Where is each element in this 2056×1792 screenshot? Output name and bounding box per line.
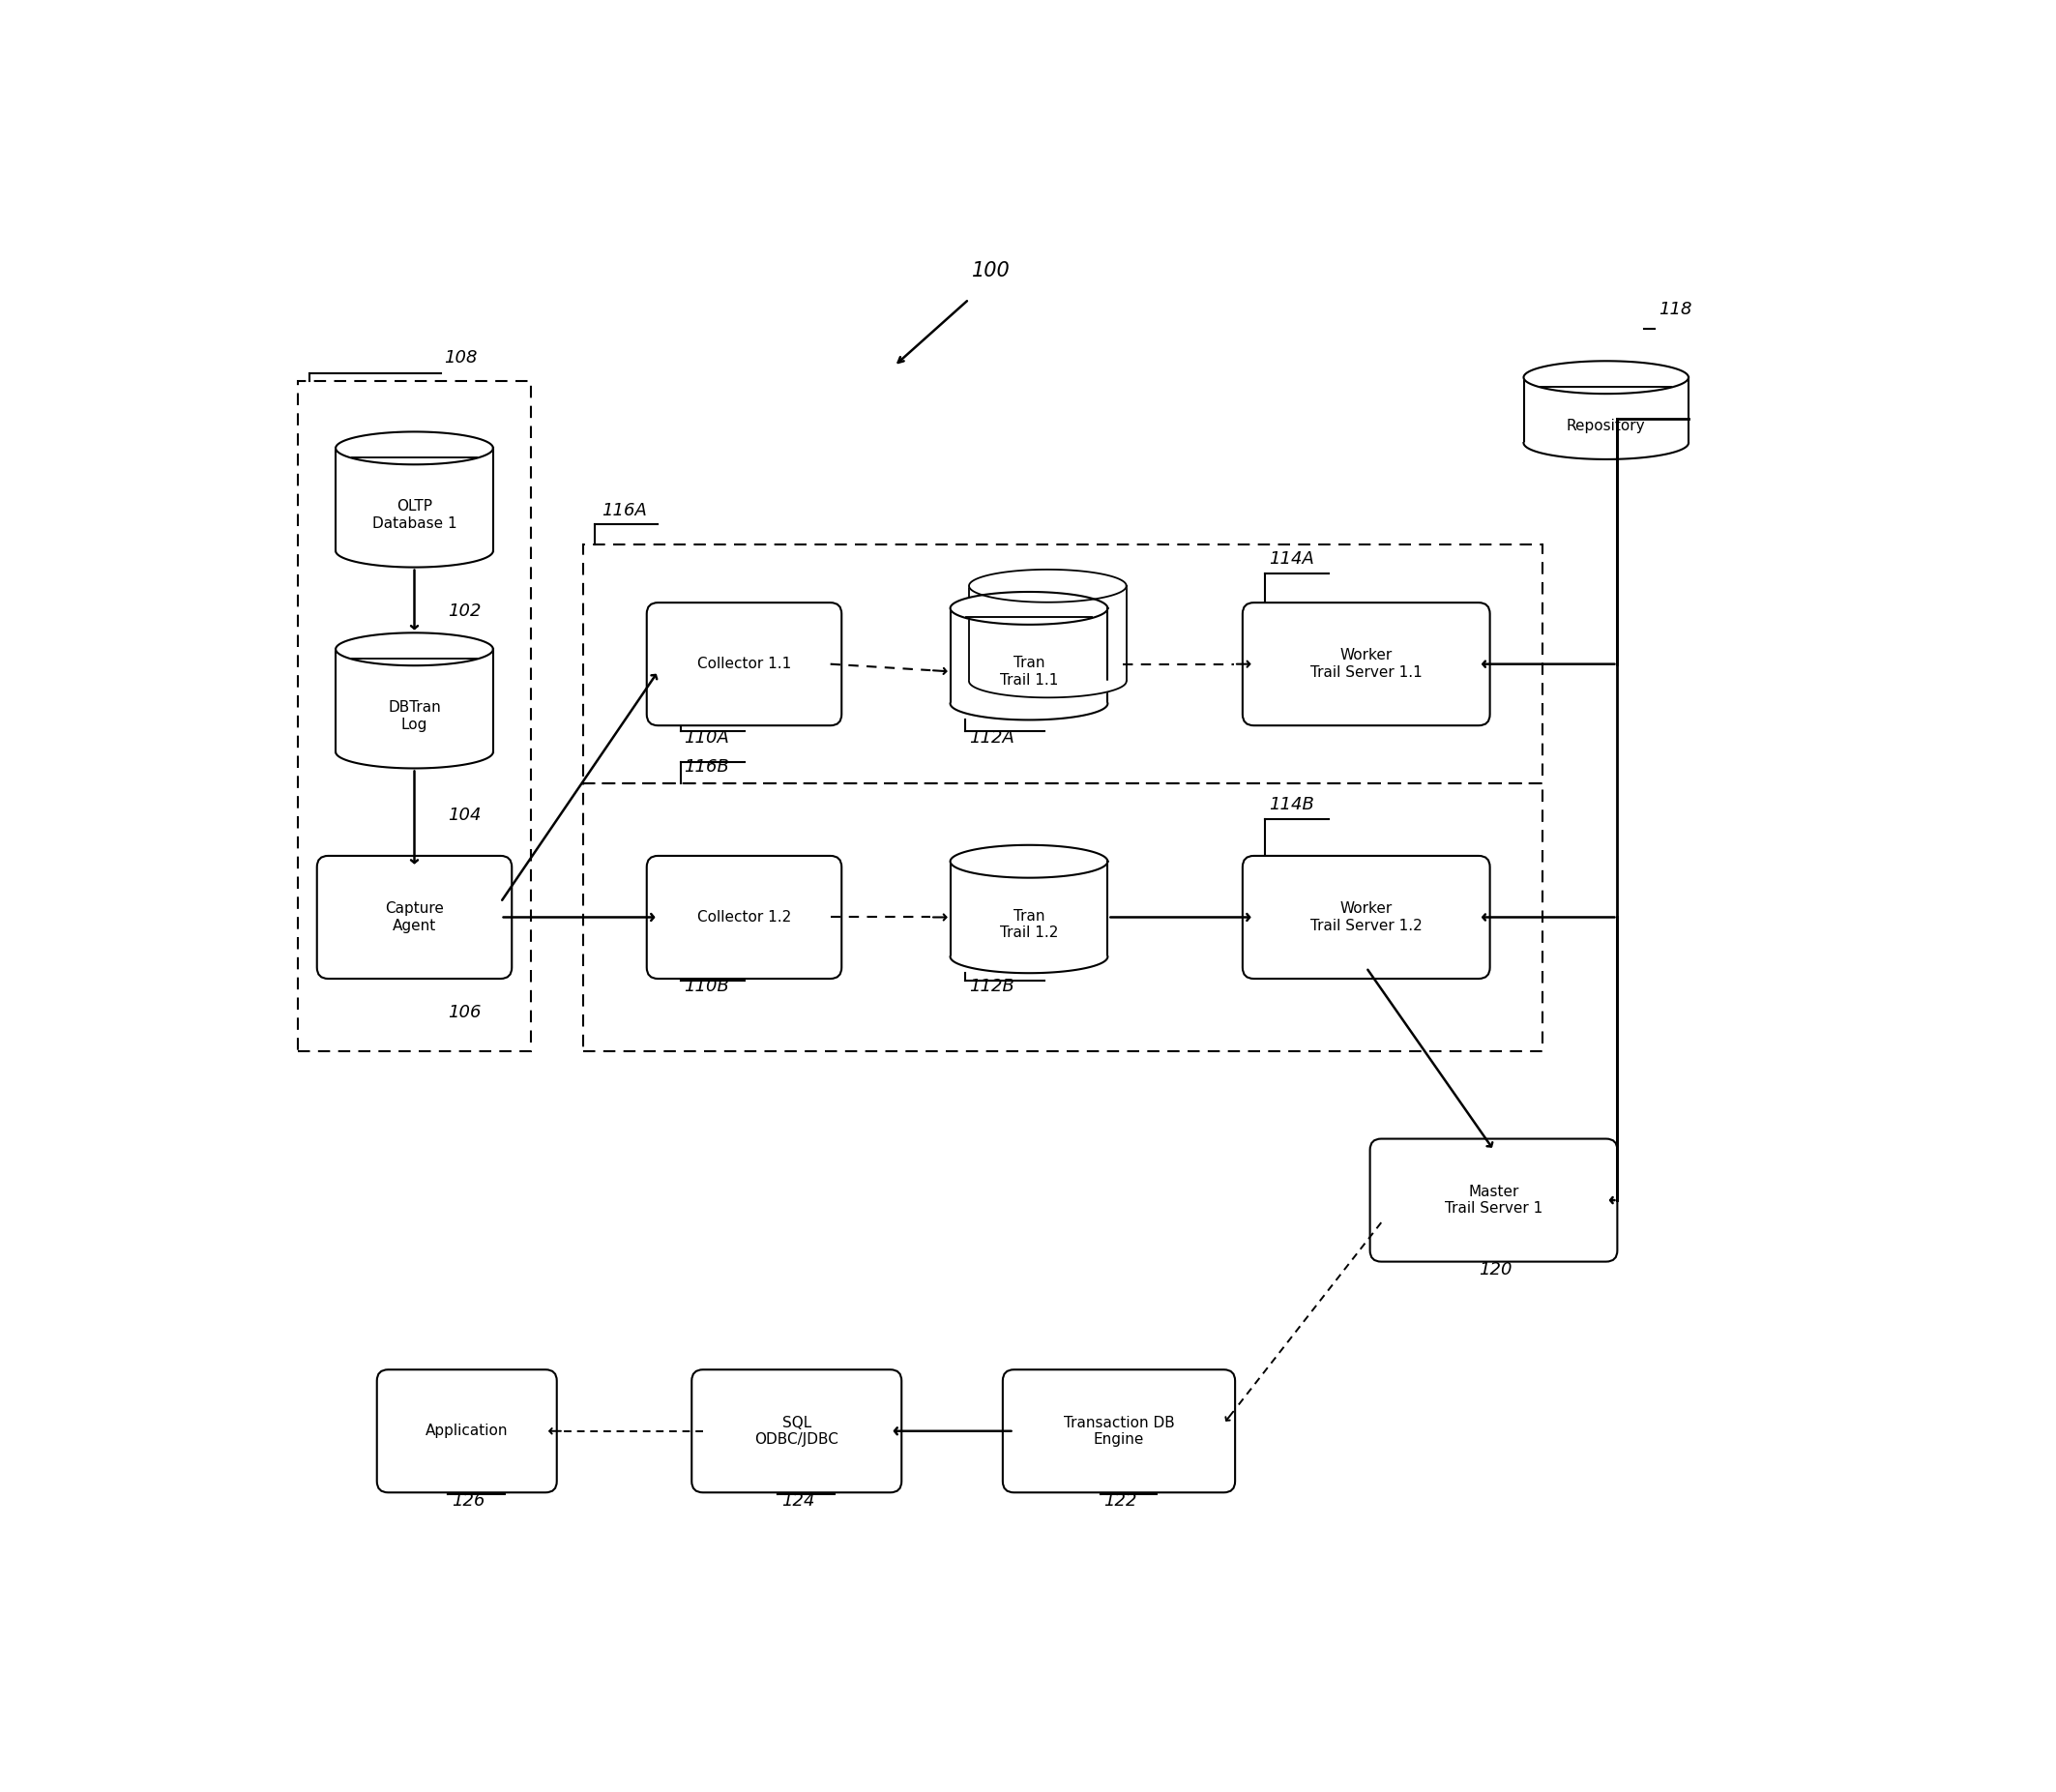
- Polygon shape: [335, 432, 493, 464]
- Text: 104: 104: [448, 806, 481, 824]
- Polygon shape: [335, 550, 493, 568]
- Text: Worker
Trail Server 1.1: Worker Trail Server 1.1: [1310, 649, 1423, 679]
- Polygon shape: [1523, 378, 1688, 443]
- Bar: [584, 545, 1542, 783]
- Text: 116A: 116A: [602, 502, 648, 520]
- Bar: [298, 382, 530, 1052]
- Polygon shape: [335, 633, 493, 665]
- Polygon shape: [335, 448, 493, 550]
- Text: 124: 124: [781, 1493, 814, 1509]
- Text: Master
Trail Server 1: Master Trail Server 1: [1445, 1185, 1542, 1217]
- Polygon shape: [950, 607, 1108, 704]
- FancyBboxPatch shape: [691, 1369, 901, 1493]
- Text: 114A: 114A: [1269, 550, 1314, 568]
- Text: 112A: 112A: [968, 729, 1014, 745]
- Text: DBTran
Log: DBTran Log: [389, 701, 440, 731]
- Polygon shape: [1523, 360, 1688, 394]
- Polygon shape: [950, 862, 1108, 957]
- Text: 114B: 114B: [1269, 796, 1314, 814]
- FancyBboxPatch shape: [1369, 1138, 1618, 1262]
- Text: Tran
Trail 1.1: Tran Trail 1.1: [999, 656, 1059, 686]
- Text: 122: 122: [1104, 1493, 1137, 1509]
- FancyBboxPatch shape: [376, 1369, 557, 1493]
- Text: Transaction DB
Engine: Transaction DB Engine: [1063, 1416, 1174, 1446]
- Text: Worker
Trail Server 1.2: Worker Trail Server 1.2: [1310, 901, 1423, 934]
- Text: 120: 120: [1478, 1262, 1511, 1278]
- Text: 106: 106: [448, 1004, 481, 1021]
- Text: Collector 1.2: Collector 1.2: [697, 910, 792, 925]
- Text: Application: Application: [426, 1425, 508, 1439]
- Text: SQL
ODBC/JDBC: SQL ODBC/JDBC: [755, 1416, 839, 1446]
- Polygon shape: [968, 570, 1127, 602]
- Polygon shape: [950, 957, 1108, 973]
- Text: Collector 1.1: Collector 1.1: [697, 658, 792, 672]
- Polygon shape: [968, 681, 1127, 697]
- Text: 126: 126: [452, 1493, 485, 1509]
- FancyBboxPatch shape: [1242, 602, 1491, 726]
- Polygon shape: [950, 591, 1108, 625]
- Text: 116B: 116B: [685, 758, 730, 776]
- FancyBboxPatch shape: [648, 857, 841, 978]
- Text: 110B: 110B: [685, 978, 730, 996]
- Polygon shape: [335, 649, 493, 753]
- Bar: [584, 783, 1542, 1052]
- Polygon shape: [968, 586, 1127, 681]
- Polygon shape: [335, 753, 493, 769]
- Polygon shape: [950, 846, 1108, 878]
- FancyBboxPatch shape: [317, 857, 512, 978]
- Text: Capture
Agent: Capture Agent: [384, 901, 444, 934]
- Polygon shape: [950, 704, 1108, 720]
- FancyBboxPatch shape: [1003, 1369, 1236, 1493]
- Text: 108: 108: [444, 349, 477, 366]
- Text: 100: 100: [972, 262, 1012, 281]
- Text: 110A: 110A: [685, 729, 730, 745]
- Text: Tran
Trail 1.2: Tran Trail 1.2: [999, 909, 1059, 941]
- Text: 102: 102: [448, 602, 481, 620]
- Polygon shape: [1523, 443, 1688, 459]
- Text: 112B: 112B: [968, 978, 1014, 996]
- FancyBboxPatch shape: [1242, 857, 1491, 978]
- FancyBboxPatch shape: [648, 602, 841, 726]
- Text: OLTP
Database 1: OLTP Database 1: [372, 500, 456, 530]
- Text: Repository: Repository: [1567, 419, 1645, 434]
- Text: 118: 118: [1659, 301, 1692, 317]
